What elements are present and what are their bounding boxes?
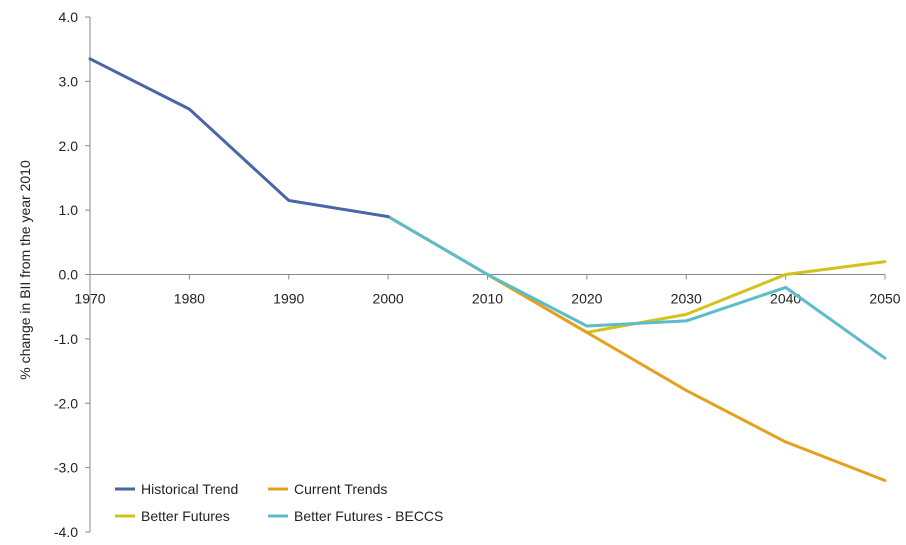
legend-label-current-trends: Current Trends: [294, 481, 387, 497]
y-tick-label: -2.0: [54, 395, 78, 411]
series-layer: [90, 59, 885, 481]
y-tick-label: -1.0: [54, 331, 78, 347]
y-tick-label: 1.0: [59, 202, 79, 218]
x-tick-label: 2010: [472, 291, 503, 307]
y-tick-label: 3.0: [59, 73, 79, 89]
y-tick-label: 2.0: [59, 138, 79, 154]
series-line-current-trends: [388, 217, 885, 481]
y-tick-label: -4.0: [54, 524, 78, 540]
x-tick-label: 2030: [671, 291, 702, 307]
axes: 4.0 3.0 2.0 1.0 0.0 -1.0 -2.0 -3.0 -4.0 1970 1980 1…: [54, 9, 901, 540]
legend-label-better-futures-beccs: Better Futures - BECCS: [294, 508, 443, 524]
x-tick-label: 1980: [174, 291, 205, 307]
legend-label-historical-trend: Historical Trend: [141, 481, 238, 497]
x-tick-label: 2050: [869, 291, 900, 307]
x-tick-label: 1970: [74, 291, 105, 307]
legend-label-better-futures: Better Futures: [141, 508, 230, 524]
series-line-better-futures-beccs: [388, 217, 885, 359]
x-tick-label: 2040: [770, 291, 801, 307]
x-tick-label: 1990: [273, 291, 304, 307]
x-tick-label: 2000: [373, 291, 404, 307]
y-tick-label: 0.0: [59, 267, 79, 283]
legend: Historical Trend Current Trends Better Fut…: [115, 481, 443, 524]
x-tick-label: 2020: [571, 291, 602, 307]
y-axis-label: % change in BII from the year 2010: [17, 160, 33, 380]
y-tick-label: -3.0: [54, 460, 78, 476]
series-line-historical-trend: [90, 59, 388, 217]
y-tick-label: 4.0: [59, 9, 79, 25]
